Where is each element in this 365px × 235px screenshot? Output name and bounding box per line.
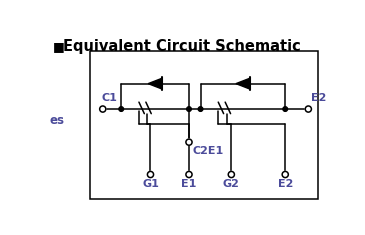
Circle shape [186,171,192,178]
Polygon shape [148,78,162,89]
Circle shape [187,107,191,111]
Text: E2: E2 [277,179,293,189]
Circle shape [186,139,192,145]
Text: C1: C1 [101,93,117,103]
Circle shape [198,107,203,111]
Circle shape [283,107,288,111]
Text: E1: E1 [181,179,197,189]
Text: E2: E2 [311,93,326,103]
Text: ■: ■ [53,40,65,53]
Text: es: es [50,114,65,127]
Circle shape [228,171,234,178]
Text: G2: G2 [223,179,240,189]
Text: C2E1: C2E1 [193,146,224,156]
Circle shape [282,171,288,178]
Circle shape [100,106,106,112]
Polygon shape [236,78,250,89]
Circle shape [305,106,311,112]
Circle shape [119,107,123,111]
Bar [90,51,318,199]
Text: Equivalent Circuit Schematic: Equivalent Circuit Schematic [63,39,300,54]
Text: G1: G1 [142,179,159,189]
Circle shape [147,171,154,178]
